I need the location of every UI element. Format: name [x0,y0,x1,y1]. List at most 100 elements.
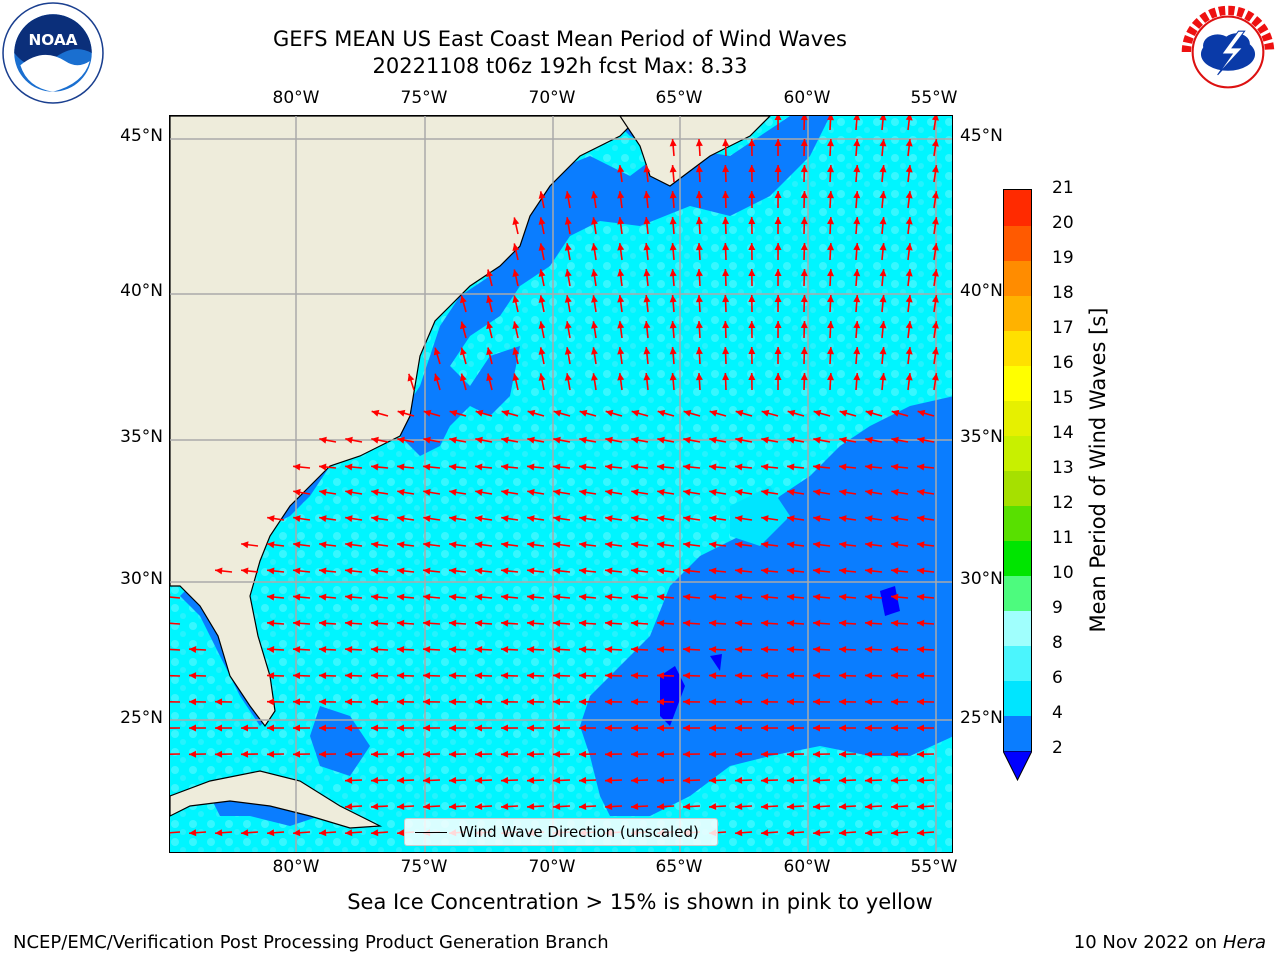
vector-arrowhead [761,593,769,601]
vector-arrowhead [761,436,769,444]
vector-arrowhead [512,243,520,252]
colorbar-under-extension [1003,751,1032,781]
vector-arrowhead [564,295,572,303]
vector-arrowhead [853,191,861,199]
vector-arrowhead [839,698,847,706]
vector-arrowhead [371,463,379,471]
vector-arrowhead [669,243,677,251]
vector-arrowhead [371,488,379,496]
vector-arrowhead [722,347,730,355]
colorbar-tick-label: 4 [1052,703,1063,723]
vector-arrowhead [617,243,625,251]
vector-arrowhead [917,645,925,653]
vector-arrowhead [839,672,847,680]
vector-shaft [855,116,858,131]
vector-arrowhead [839,645,847,653]
vector-arrowhead [891,750,899,758]
vector-arrowhead [761,541,769,549]
vector-arrowhead [709,463,717,471]
vector-arrowhead [423,750,431,758]
vector-arrowhead [538,243,546,251]
vector-arrowhead [787,829,795,837]
vector-arrowhead [657,409,666,417]
vector-arrowhead [293,750,301,758]
vector-arrowhead [319,515,327,523]
vector-arrowhead [813,593,821,601]
vector-arrowhead [449,541,457,549]
vector-arrowhead [853,217,861,225]
vector-arrowhead [486,373,493,382]
vector-arrowhead [905,269,913,277]
vector-arrowhead [813,488,821,496]
vector-arrowhead [527,515,535,523]
vector-arrowhead [774,191,782,199]
vector-shaft [881,116,885,131]
vector-arrowhead [293,567,301,575]
vector-arrowhead [800,269,808,277]
vector-arrowhead [683,724,691,732]
vector-arrowhead [371,803,379,811]
vector-arrowhead [827,373,835,381]
vector-arrowhead [905,165,913,173]
vector-arrowhead [931,217,939,225]
vector-arrowhead [345,436,353,444]
vector-shaft [933,116,937,131]
vector-arrowhead [683,645,691,653]
vector-arrowhead [827,139,835,147]
vector-arrowhead [709,541,717,549]
vector-arrowhead [527,593,535,601]
vector-arrowhead [917,409,926,417]
vector-arrowhead [527,803,535,811]
vector-arrowhead [189,672,197,680]
svg-text:NOAA: NOAA [28,31,77,49]
vector-arrowhead [865,829,873,837]
vector-arrowhead [931,321,939,329]
vector-arrowhead [501,698,509,706]
vector-arrowhead [643,295,651,303]
vector-arrowhead [917,593,925,601]
vector-arrowhead [215,698,223,706]
vector-arrowhead [371,567,379,575]
vector-arrowhead [827,269,835,277]
vector-arrowhead [433,373,441,382]
vector-arrowhead [865,776,873,784]
vector-arrowhead [917,515,925,523]
vector-arrowhead [709,593,717,601]
colorbar-tick-label: 20 [1052,213,1074,233]
colorbar-tick-label: 21 [1052,178,1074,198]
vector-arrowhead [839,829,847,837]
vector-arrowhead [267,750,275,758]
vector-arrowhead [293,541,301,549]
vector-arrowhead [501,672,509,680]
vector-arrowhead [319,541,327,549]
vector-arrowhead [371,409,380,417]
vector-arrowhead [501,724,509,732]
vector-arrowhead [853,139,861,147]
vector-arrowhead [345,463,353,471]
vector-arrowhead [512,269,520,278]
vector-arrowhead [891,803,899,811]
vector-arrowhead [931,373,939,381]
vector-arrowhead [345,672,353,680]
vector-arrowhead [917,698,925,706]
vector-arrowhead [865,436,873,444]
vector-arrowhead [879,217,887,225]
vector-arrowhead [787,515,795,523]
vector-arrowhead [579,567,587,575]
vector-arrowhead [787,436,795,444]
colorbar-segment [1004,365,1031,401]
vector-arrowhead [709,436,717,444]
vector-arrowhead [722,217,730,225]
vector-arrowhead [553,541,561,549]
vector-arrowhead [709,515,717,523]
vector-arrowhead [631,541,639,549]
vector-arrowhead [579,750,587,758]
colorbar-tick-label: 13 [1052,458,1074,478]
host-name: Hera [1222,932,1266,953]
vector-arrowhead [475,776,483,784]
vector-arrowhead [735,488,743,496]
vector-arrowhead [631,698,639,706]
vector-arrowhead [643,269,651,277]
vector-arrowhead [774,269,782,277]
lat-tick-right-45: 45°N [960,126,1003,146]
